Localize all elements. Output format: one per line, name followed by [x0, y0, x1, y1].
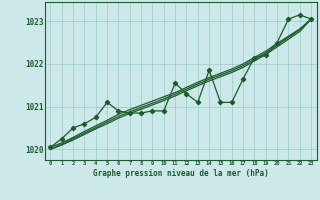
X-axis label: Graphe pression niveau de la mer (hPa): Graphe pression niveau de la mer (hPa): [93, 169, 269, 178]
